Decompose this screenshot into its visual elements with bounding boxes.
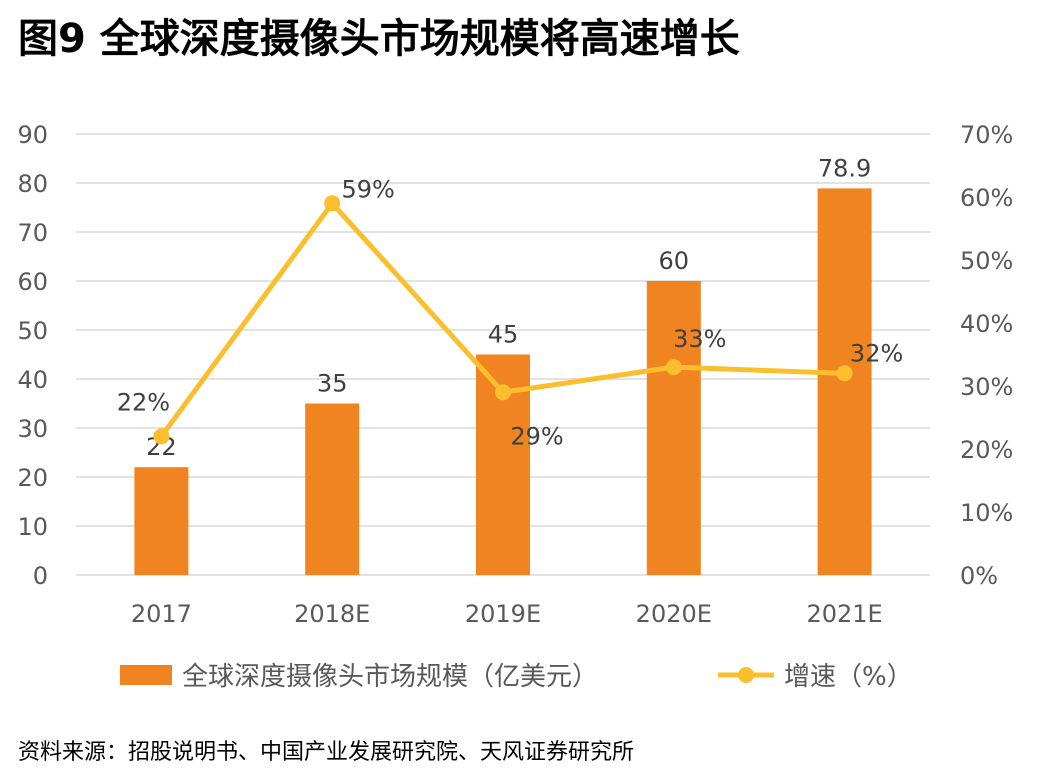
left-tick-label: 50: [17, 317, 48, 345]
x-tick-label: 2018E: [294, 600, 370, 628]
left-tick-label: 70: [17, 219, 48, 247]
bar-data-label: 60: [659, 247, 690, 275]
growth-data-label: 29%: [510, 422, 563, 450]
bar: [817, 188, 872, 575]
x-tick-label: 2021E: [806, 600, 882, 628]
left-tick-label: 0: [33, 562, 48, 590]
legend-bar-swatch: [120, 665, 172, 685]
bar: [646, 281, 701, 575]
bar: [134, 467, 189, 575]
right-axis-ticks: 0% 10% 20% 30% 40% 50% 60% 70%: [960, 121, 1013, 590]
bar-data-label: 35: [317, 370, 348, 398]
growth-data-label: 32%: [850, 339, 903, 367]
right-tick-label: 70%: [960, 121, 1013, 149]
growth-line-series: [153, 195, 853, 445]
growth-data-label: 59%: [342, 175, 395, 203]
right-tick-label: 10%: [960, 499, 1013, 527]
right-tick-label: 30%: [960, 373, 1013, 401]
right-tick-label: 50%: [960, 247, 1013, 275]
legend: 全球深度摄像头市场规模（亿美元） 增速（%）: [120, 662, 913, 692]
left-tick-label: 10: [17, 513, 48, 541]
x-axis-ticks: 2017 2018E 2019E 2020E 2021E: [131, 600, 883, 628]
legend-line-marker: [738, 667, 754, 683]
left-tick-label: 30: [17, 415, 48, 443]
source-note: 资料来源：招股说明书、中国产业发展研究院、天风证券研究所: [18, 740, 635, 765]
x-tick-label: 2017: [131, 600, 192, 628]
left-tick-label: 80: [17, 170, 48, 198]
legend-line-label: 增速（%）: [784, 662, 913, 692]
growth-point: [665, 359, 682, 376]
left-tick-label: 40: [17, 366, 48, 394]
right-tick-label: 60%: [960, 184, 1013, 212]
growth-point: [324, 195, 341, 212]
growth-point: [836, 365, 853, 382]
left-tick-label: 20: [17, 464, 48, 492]
growth-data-label: 22%: [117, 388, 170, 416]
growth-data-label: 33%: [673, 325, 726, 353]
bar-data-label: 45: [488, 321, 519, 349]
bar: [305, 403, 360, 575]
right-tick-label: 20%: [960, 436, 1013, 464]
right-tick-label: 0%: [960, 562, 998, 590]
growth-data-labels: 22% 59% 29% 33% 32%: [117, 175, 904, 450]
right-tick-label: 40%: [960, 310, 1013, 338]
left-axis-ticks: 0 10 20 30 40 50 60 70 80 90: [17, 121, 48, 590]
figure-title: 图9 全球深度摄像头市场规模将高速增长: [18, 16, 740, 62]
legend-bar-label: 全球深度摄像头市场规模（亿美元）: [182, 662, 598, 692]
growth-point: [153, 428, 170, 445]
x-tick-label: 2020E: [636, 600, 712, 628]
bar-series: [134, 188, 872, 575]
x-tick-label: 2019E: [465, 600, 541, 628]
left-tick-label: 60: [17, 268, 48, 296]
left-tick-label: 90: [17, 121, 48, 149]
bar-data-label: 78.9: [818, 154, 871, 182]
growth-point: [495, 384, 511, 401]
